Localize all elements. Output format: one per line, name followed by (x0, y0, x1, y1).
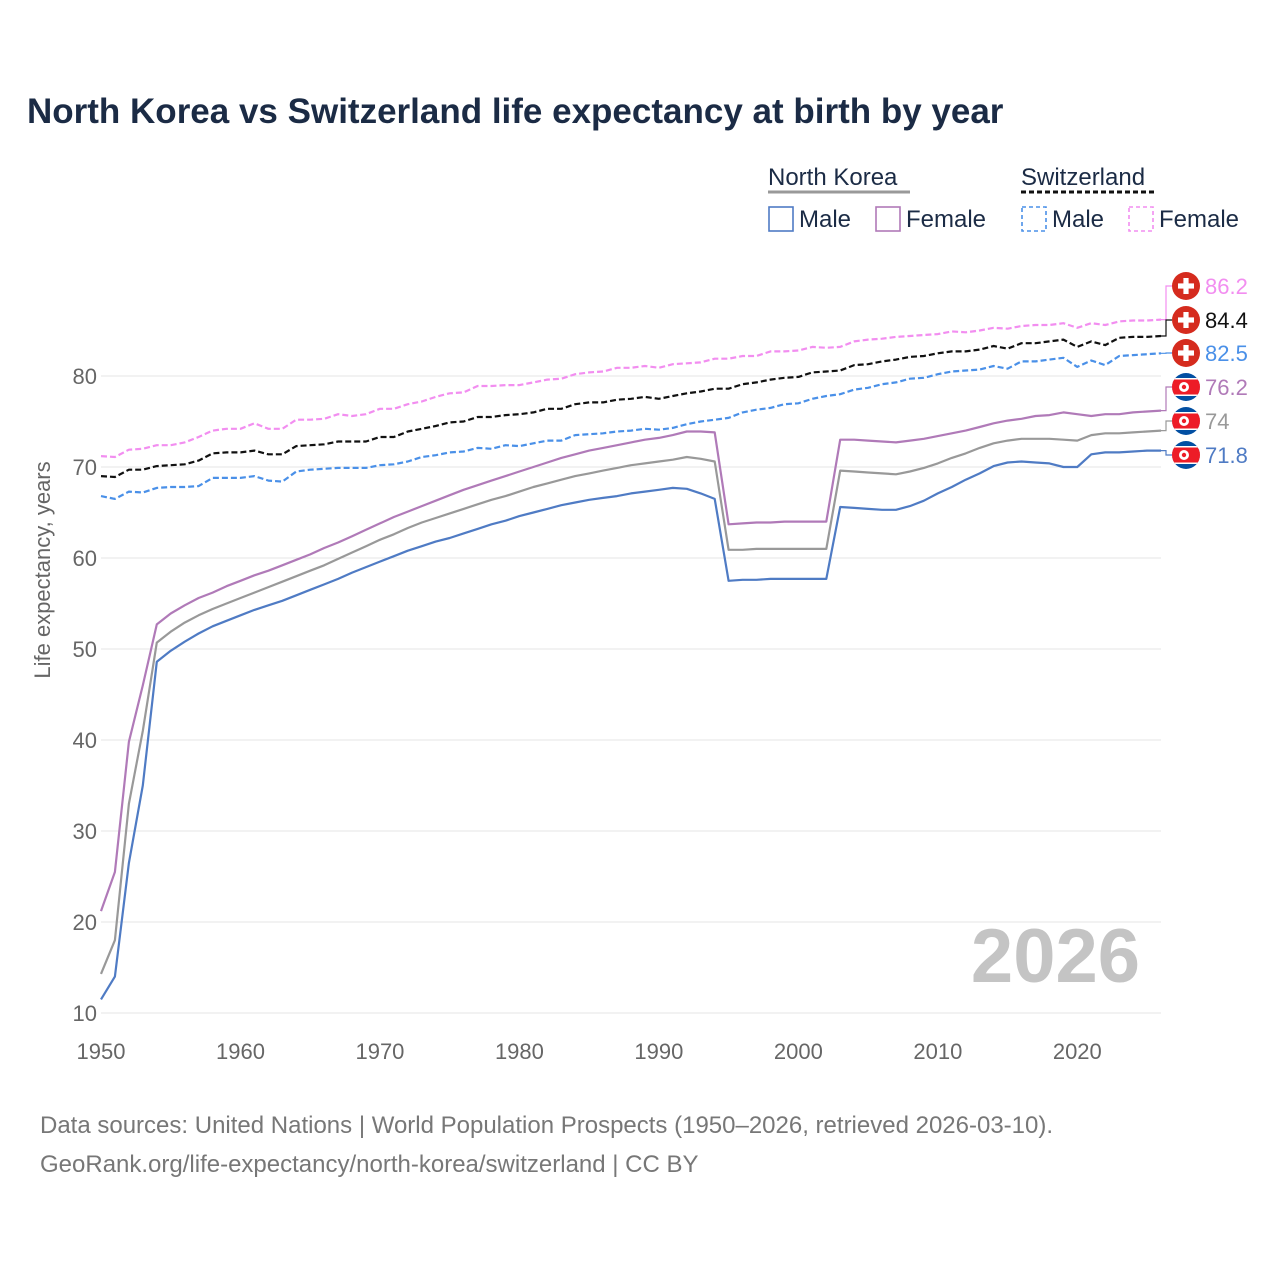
flag-red-star (1181, 418, 1187, 424)
y-tick-label: 30 (73, 819, 97, 844)
north-korea-flag-icon (1172, 441, 1200, 469)
legend-group-title: Switzerland (1021, 164, 1145, 191)
x-tick-label: 1970 (355, 1039, 404, 1064)
flag-cross-horizontal (1178, 283, 1194, 289)
end-label-flag-switzerland (1172, 272, 1200, 300)
series-line-switzerland-female (100, 318, 1162, 459)
legend-swatch[interactable] (1021, 206, 1047, 232)
year-watermark: 2026 (971, 914, 1140, 999)
y-tick-label: 70 (73, 455, 97, 480)
y-tick-label: 80 (73, 364, 97, 389)
y-axis: 10 20 30 40 50 60 70 80 (73, 364, 97, 1026)
legend-group-title: North Korea (768, 164, 898, 191)
end-label-connector (1161, 386, 1172, 412)
source-line-1: Data sources: United Nations | World Pop… (40, 1112, 1054, 1139)
source-note: Data sources: United Nations | World Pop… (40, 1106, 1053, 1184)
end-label-connector (1161, 319, 1172, 337)
legend-item-label[interactable]: Female (906, 206, 986, 233)
x-tick-label: 2020 (1053, 1039, 1102, 1064)
legend-item-label[interactable]: Male (799, 206, 851, 233)
end-label-connector (1161, 420, 1172, 432)
end-label-connector (1161, 450, 1172, 456)
end-label-value: 74 (1205, 409, 1229, 434)
series-line-north-korea-female (99, 409, 1162, 912)
x-tick-label: 1980 (495, 1039, 544, 1064)
legend-item-label[interactable]: Female (1159, 206, 1239, 233)
flag-red-star (1181, 384, 1187, 390)
end-label-value: 71.8 (1205, 443, 1248, 468)
source-line-2[interactable]: GeoRank.org/life-expectancy/north-korea/… (40, 1151, 699, 1178)
series-lines (99, 318, 1162, 1000)
end-label-value: 86.2 (1205, 274, 1248, 299)
end-labels: 86.2 84.4 82.5 76.2 74 71.8 (1161, 272, 1248, 469)
y-tick-label: 40 (73, 728, 97, 753)
end-label-flag-switzerland (1172, 339, 1200, 367)
y-tick-label: 20 (73, 910, 97, 935)
series-line-north-korea-male (100, 449, 1161, 1000)
chart-title: North Korea vs Switzerland life expectan… (27, 92, 1004, 131)
flag-cross-horizontal (1178, 350, 1194, 356)
flag-cross-horizontal (1178, 317, 1194, 323)
north-korea-flag-icon (1172, 373, 1200, 401)
series-line-switzerland (100, 334, 1162, 479)
x-axis: 1950 1960 1970 1980 1990 2000 2010 2020 (77, 1039, 1102, 1064)
north-korea-flag-icon (1172, 407, 1200, 435)
end-label-flag-north-korea (1172, 373, 1200, 401)
series-line-north-korea (99, 429, 1162, 975)
end-label-connector (1161, 285, 1172, 321)
series-line-switzerland-male (100, 352, 1162, 500)
end-label-flag-north-korea (1172, 407, 1200, 435)
legend-swatch[interactable] (768, 206, 794, 232)
y-tick-label: 10 (73, 1001, 97, 1026)
flag-red-star (1181, 452, 1187, 458)
x-tick-label: 1990 (634, 1039, 683, 1064)
y-tick-label: 60 (73, 546, 97, 571)
end-label-value: 82.5 (1205, 341, 1248, 366)
x-tick-label: 1950 (77, 1039, 126, 1064)
legend-swatch[interactable] (875, 206, 901, 232)
end-label-value: 84.4 (1205, 308, 1248, 333)
legend: North Korea Male Female Switzerland Male Fema… (768, 164, 1239, 233)
y-tick-label: 50 (73, 637, 97, 662)
x-tick-label: 2000 (774, 1039, 823, 1064)
x-tick-label: 1960 (216, 1039, 265, 1064)
y-axis-label: Life expectancy, years (30, 461, 55, 678)
end-label-value: 76.2 (1205, 375, 1248, 400)
x-tick-label: 2010 (913, 1039, 962, 1064)
legend-item-label[interactable]: Male (1052, 206, 1104, 233)
legend-swatch[interactable] (1128, 206, 1154, 232)
end-label-flag-north-korea (1172, 441, 1200, 469)
gridlines (101, 375, 1161, 1014)
end-label-flag-switzerland (1172, 306, 1200, 334)
